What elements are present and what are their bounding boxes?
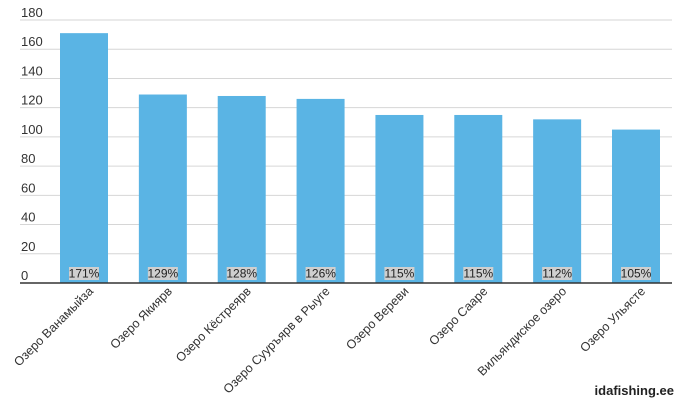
y-tick-label: 140	[21, 63, 43, 78]
data-label: 105%	[621, 267, 652, 281]
data-label: 126%	[305, 267, 336, 281]
data-label: 129%	[148, 267, 179, 281]
y-tick-label: 100	[21, 122, 43, 137]
gridlines	[20, 19, 672, 284]
data-label-background	[542, 267, 573, 280]
data-label-background	[147, 267, 178, 280]
bar	[375, 114, 424, 283]
category-label: Озеро Сааре	[426, 284, 490, 348]
y-tick-label: 180	[21, 5, 43, 20]
y-tick-label: 0	[21, 268, 28, 283]
y-tick-label: 40	[21, 210, 35, 225]
data-label-background	[226, 267, 257, 280]
bar	[60, 33, 108, 284]
bars	[60, 33, 660, 284]
bar	[138, 94, 187, 284]
data-label-background	[305, 267, 336, 280]
data-label: 115%	[385, 267, 415, 281]
bar	[296, 98, 345, 284]
y-tick-label: 60	[21, 180, 35, 195]
watermark: idafishing.ee	[594, 383, 674, 398]
bar	[533, 119, 582, 283]
y-tick-label: 160	[21, 34, 43, 49]
data-label-background	[463, 267, 494, 280]
bar	[612, 129, 660, 283]
category-label: Озеро Кёстреярв	[173, 284, 254, 365]
bar	[454, 114, 503, 283]
data-label-background	[384, 267, 415, 280]
data-label: 112%	[542, 267, 572, 281]
category-label: Озеро Ванамыйза	[11, 284, 96, 369]
y-tick-label: 120	[21, 93, 43, 108]
data-label: 115%	[463, 267, 493, 281]
data-label-background	[621, 267, 651, 280]
category-label: Озеро Якиярв	[107, 284, 175, 352]
data-label: 171%	[69, 267, 100, 281]
y-axis-tick-labels: 0 20 40 60 80 100 120 140 160 180	[21, 5, 43, 283]
category-label: Озеро Вереви	[343, 284, 411, 352]
category-label: Вильяндиское озеро	[475, 284, 569, 378]
data-label-background	[69, 267, 99, 280]
data-label: 128%	[226, 267, 257, 281]
data-labels: 171% 129% 128% 126% 115% 115% 112% 105%	[69, 267, 652, 281]
y-tick-label: 20	[21, 239, 35, 254]
bar	[217, 95, 266, 283]
y-tick-label: 80	[21, 151, 35, 166]
category-label: Озеро Ульясте	[577, 284, 648, 355]
